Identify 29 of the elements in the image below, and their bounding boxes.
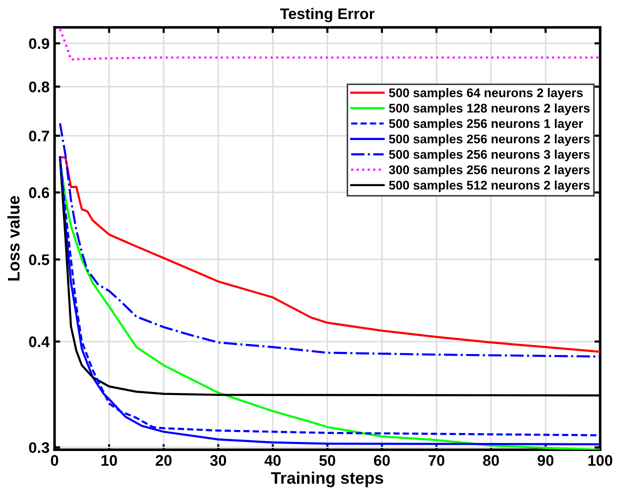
y-tick-label: 0.7 [29,130,50,142]
x-tick-label: 80 [483,455,499,466]
x-tick-label: 40 [264,455,281,466]
y-tick-label: 0.5 [29,254,50,266]
y-axis-title: Loss value [7,196,20,281]
x-tick-label: 90 [538,455,554,466]
legend-label: 500 samples 512 neurons 2 layers [389,180,590,192]
x-tick-label: 20 [156,455,172,466]
y-tick-label: 0.8 [29,82,50,92]
x-tick-label: 50 [319,455,336,466]
legend-label: 500 samples 64 neurons 2 layers [389,88,583,100]
legend-label: 500 samples 256 neurons 3 layers [389,150,590,162]
line-series [58,28,600,61]
x-tick-label: 100 [588,455,612,466]
chart-title: Testing Error [280,8,375,22]
legend-label: 500 samples 256 neurons 2 layers [389,134,590,146]
y-tick-label: 0.4 [29,336,50,348]
y-tick-label: 0.6 [29,187,50,198]
y-tick-label: 0.9 [29,38,50,50]
legend-label: 500 samples 256 neurons 1 layer [389,118,584,130]
x-tick-label: 0 [50,455,58,466]
x-tick-label: 60 [374,455,390,466]
x-tick-label: 10 [102,455,117,466]
x-axis-title: Training steps [271,472,384,488]
y-tick-label: 0.3 [29,442,50,454]
legend-label: 500 samples 128 neurons 2 layers [389,103,590,116]
legend-label: 300 samples 256 neurons 2 layers [388,165,590,177]
x-tick-label: 30 [210,455,226,466]
x-tick-label: 70 [428,455,444,466]
